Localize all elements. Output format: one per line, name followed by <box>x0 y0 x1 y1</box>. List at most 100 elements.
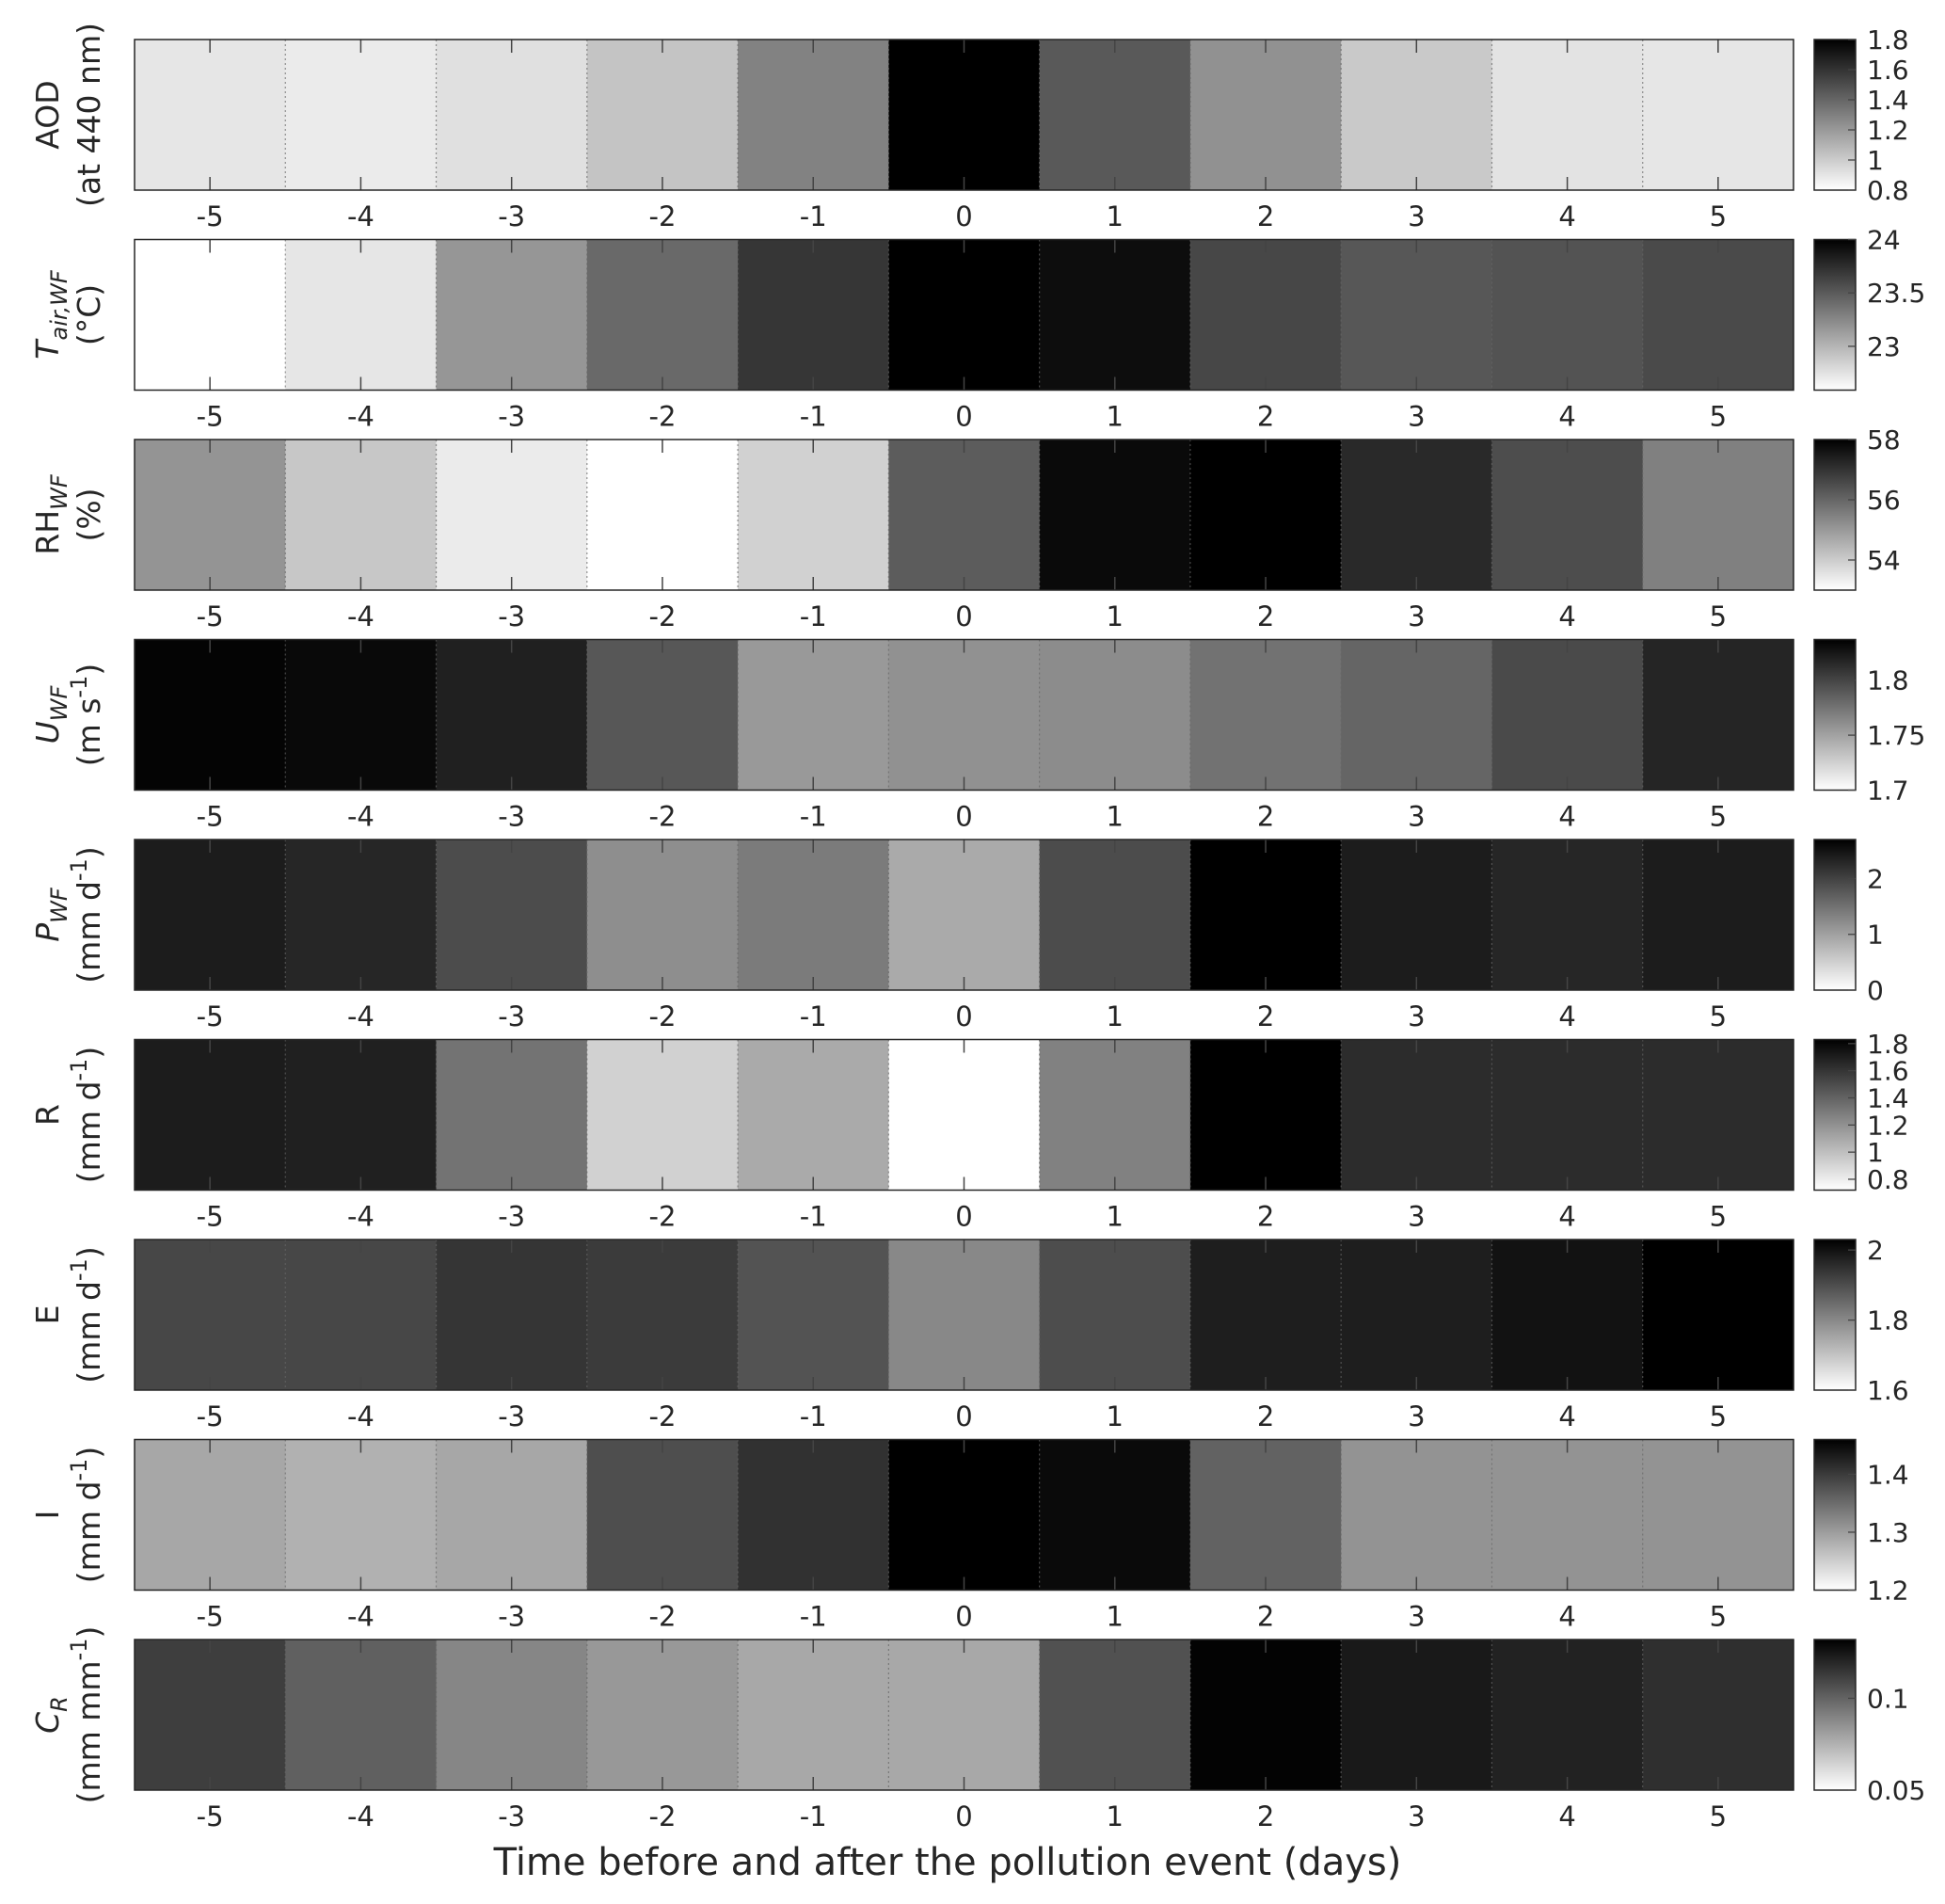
x-tick-label: 3 <box>1408 200 1425 232</box>
x-tick-label: 2 <box>1257 200 1274 232</box>
heatmap-cell <box>285 1640 438 1790</box>
x-tick-label: -1 <box>800 1201 827 1233</box>
y-axis-unit: (at 440 nm) <box>71 23 107 207</box>
colorbar <box>1813 1438 1857 1592</box>
x-tick-label: -1 <box>800 200 827 232</box>
heatmap-cell <box>436 40 588 190</box>
heatmap-cell <box>1341 239 1493 391</box>
x-tick-label: -3 <box>498 401 525 433</box>
colorbar-tick-label: 1 <box>1867 920 1884 951</box>
heatmap-cell <box>888 1039 1041 1191</box>
heatmap-cell <box>135 1439 286 1591</box>
plot-frame <box>134 1438 1794 1592</box>
heatmap-cell <box>285 40 438 190</box>
x-tick-label: -4 <box>347 200 375 232</box>
plot-frame <box>134 439 1794 591</box>
x-tick-label: 1 <box>1107 1800 1124 1832</box>
x-tick-label: -5 <box>197 401 224 433</box>
plot-frame <box>134 1239 1794 1391</box>
x-tick-label: -4 <box>347 1000 375 1032</box>
heatmap-cell <box>285 239 438 391</box>
colorbar-tick-label: 1.4 <box>1867 1459 1909 1490</box>
x-tick-label: -1 <box>800 801 827 833</box>
heatmap-cell <box>738 1640 889 1790</box>
heatmap-cell <box>1642 239 1794 391</box>
colorbar-tick-label: 1.8 <box>1867 665 1909 696</box>
x-tick-label: -1 <box>800 1800 827 1832</box>
heatmap-cell <box>436 840 588 990</box>
x-tick-label: 0 <box>955 1201 972 1233</box>
y-axis-label: R <box>29 1104 66 1126</box>
heatmap-cell <box>135 440 286 590</box>
heatmap-cell <box>738 40 889 190</box>
heatmap-cell <box>1039 1240 1191 1390</box>
heatmap-cell <box>888 1240 1041 1390</box>
x-tick-label: -1 <box>800 1601 827 1633</box>
colorbar <box>1813 638 1857 792</box>
heatmap-cell <box>1642 639 1794 791</box>
x-tick-label: -1 <box>800 1000 827 1032</box>
x-tick-label: 1 <box>1107 801 1124 833</box>
heatmap-cell <box>285 1439 438 1591</box>
y-axis-unit: (mm d-1​) <box>66 1047 107 1183</box>
x-tick-label: 2 <box>1257 1800 1274 1832</box>
heatmap-cell <box>1491 440 1644 590</box>
y-axis-label: Tair,WF​ <box>29 269 72 360</box>
heatmap-cell <box>1491 239 1644 391</box>
x-tick-label: 1 <box>1107 1000 1124 1032</box>
colorbar-tick-label: 1.8 <box>1867 24 1909 56</box>
heatmap-cell <box>135 1039 286 1191</box>
x-tick-label: 1 <box>1107 1400 1124 1432</box>
heatmap-cell <box>285 840 438 990</box>
x-tick-label: 5 <box>1710 1601 1727 1633</box>
heatmap-cell <box>1039 639 1191 791</box>
heatmap-cell <box>1491 1439 1644 1591</box>
x-tick-label: -3 <box>498 1000 525 1032</box>
heatmap-cell <box>1491 1640 1644 1790</box>
y-axis-label: PWF​ <box>29 887 72 942</box>
x-tick-label: 3 <box>1408 1601 1425 1633</box>
colorbar-tick-label: 1.3 <box>1867 1517 1909 1548</box>
heatmap-cell <box>436 1039 588 1191</box>
colorbar-tick-label: 0.05 <box>1867 1775 1925 1806</box>
x-tick-label: 0 <box>955 1601 972 1633</box>
colorbar-tick-label: 1.2 <box>1867 115 1909 146</box>
x-tick-label: -2 <box>648 200 676 232</box>
heatmap-panel: -5 -4 -3 -2 -1 0 1 2 3 4 5 I(mm d-1​) 1.2 1.3 1.4 <box>29 1438 1909 1633</box>
heatmap-cell <box>738 840 889 990</box>
x-tick-label: -1 <box>800 1400 827 1432</box>
heatmap-cell <box>1189 239 1342 391</box>
x-tick-label: -1 <box>800 401 827 433</box>
heatmap-cell <box>1642 1439 1794 1591</box>
x-tick-label: 2 <box>1257 1400 1274 1432</box>
heatmap-cell <box>738 1240 889 1390</box>
heatmap-cell <box>1642 840 1794 990</box>
x-tick-label: -4 <box>347 1201 375 1233</box>
x-tick-label: 4 <box>1558 1601 1575 1633</box>
y-axis-unit: (%) <box>71 488 107 541</box>
x-tick-label: -5 <box>197 1601 224 1633</box>
heatmap-cell <box>586 840 739 990</box>
y-axis-label: E <box>29 1305 66 1325</box>
x-tick-label: 4 <box>1558 1201 1575 1233</box>
heatmap-cell <box>1491 1240 1644 1390</box>
x-tick-label: 5 <box>1710 1800 1727 1832</box>
x-tick-label: -4 <box>347 401 375 433</box>
x-tick-label: 3 <box>1408 801 1425 833</box>
heatmap-cell <box>436 1240 588 1390</box>
heatmap-cell <box>436 239 588 391</box>
heatmap-cell <box>1491 840 1644 990</box>
heatmap-cell <box>1642 1039 1794 1191</box>
heatmap-cell <box>135 239 286 391</box>
y-axis-unit: (mm d-1​) <box>66 1447 107 1583</box>
heatmap-cell <box>285 1039 438 1191</box>
y-axis-label: I <box>29 1511 66 1520</box>
colorbar-tick-label: 23.5 <box>1867 278 1925 309</box>
x-tick-label: -3 <box>498 801 525 833</box>
colorbar-tick-label: 1 <box>1867 1137 1884 1168</box>
x-tick-label: 0 <box>955 401 972 433</box>
heatmap-cell <box>1491 639 1644 791</box>
heatmap-cell <box>1039 1439 1191 1591</box>
heatmap-panel: -5 -4 -3 -2 -1 0 1 2 3 4 5 PWF​(mm d-1​) 0 1 2 <box>29 839 1884 1032</box>
